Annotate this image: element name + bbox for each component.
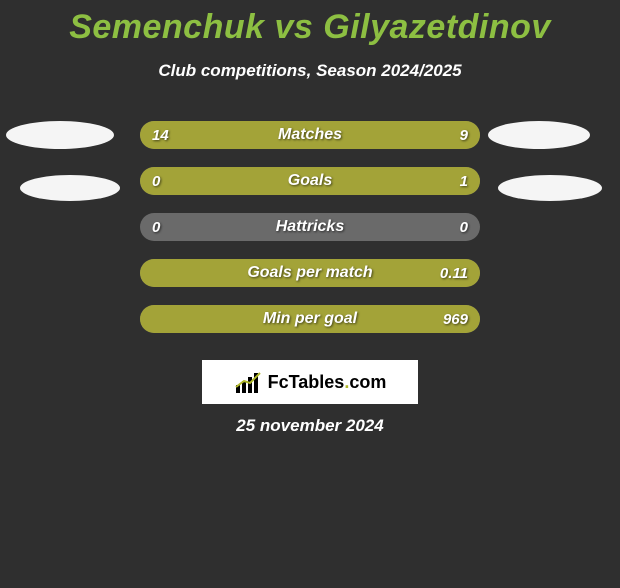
player-placeholder-ellipse <box>488 121 590 149</box>
stat-row: 969Min per goal <box>140 305 480 333</box>
stat-label: Hattricks <box>140 213 480 241</box>
stat-fill-left <box>140 121 347 149</box>
stat-row: 0 0Hattricks <box>140 213 480 241</box>
player-placeholder-ellipse <box>6 121 114 149</box>
stat-value-right: 0 <box>460 213 468 241</box>
stat-fill-right <box>347 121 480 149</box>
bar-chart-icon <box>234 369 264 395</box>
stat-fill-right <box>140 259 480 287</box>
player-placeholder-ellipse <box>20 175 120 201</box>
fctables-logo: FcTables.com <box>202 360 418 404</box>
comparison-chart: 149Matches 01Goals 0 0Hattricks 0.11Goals pe… <box>0 105 620 337</box>
stat-value-left: 0 <box>152 213 160 241</box>
stat-row: 149Matches <box>140 121 480 149</box>
stat-fill-right <box>140 305 480 333</box>
logo-text-after: com <box>349 372 386 392</box>
stat-row: 0.11Goals per match <box>140 259 480 287</box>
player-placeholder-ellipse <box>498 175 602 201</box>
logo-text-before: FcTables <box>268 372 345 392</box>
stat-row: 01Goals <box>140 167 480 195</box>
page-subtitle: Club competitions, Season 2024/2025 <box>0 61 620 81</box>
page-title: Semenchuk vs Gilyazetdinov <box>0 8 620 47</box>
stat-fill-right <box>140 167 480 195</box>
date-line: 25 november 2024 <box>0 416 620 436</box>
logo-text: FcTables.com <box>268 372 387 393</box>
